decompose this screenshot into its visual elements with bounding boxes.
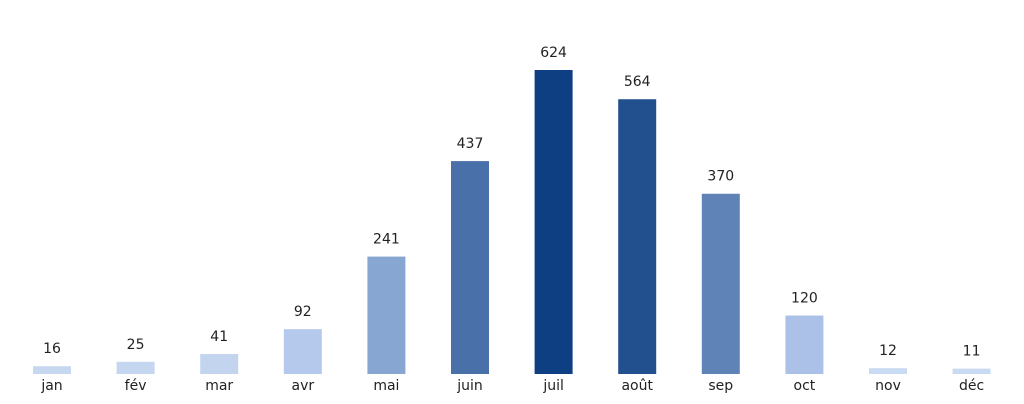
x-tick-label: juin [456, 378, 483, 394]
bar [283, 329, 322, 374]
x-tick-label: juil [542, 378, 564, 394]
x-tick-label: jan [40, 378, 62, 394]
bar [451, 161, 489, 374]
value-label: 11 [963, 344, 981, 360]
x-tick-label: août [621, 378, 653, 394]
x-tick-label: nov [875, 378, 901, 394]
value-label: 25 [127, 337, 145, 353]
x-tick-label: sep [708, 378, 733, 394]
value-label: 624 [540, 45, 567, 61]
bar [701, 193, 740, 374]
bar [33, 366, 71, 374]
x-tick-label: mar [205, 378, 233, 394]
value-label: 120 [791, 291, 818, 307]
value-label: 564 [624, 74, 651, 90]
value-label: 370 [707, 169, 734, 185]
bar [367, 256, 406, 374]
x-tick-label: mai [373, 378, 399, 394]
x-tick-label: oct [794, 378, 816, 394]
bar [116, 361, 155, 374]
bar [952, 368, 991, 374]
bar [534, 70, 573, 374]
value-label: 41 [210, 329, 228, 345]
bar [200, 354, 239, 374]
x-tick-label: fév [125, 378, 147, 394]
value-label: 12 [879, 343, 897, 359]
value-label: 92 [294, 304, 312, 320]
bar [618, 99, 657, 374]
value-label: 437 [457, 136, 484, 152]
bar [785, 315, 824, 374]
value-label: 241 [373, 232, 400, 248]
x-tick-label: avr [291, 378, 314, 394]
value-label: 16 [43, 341, 61, 357]
bar [869, 368, 907, 374]
x-tick-label: déc [959, 378, 984, 394]
